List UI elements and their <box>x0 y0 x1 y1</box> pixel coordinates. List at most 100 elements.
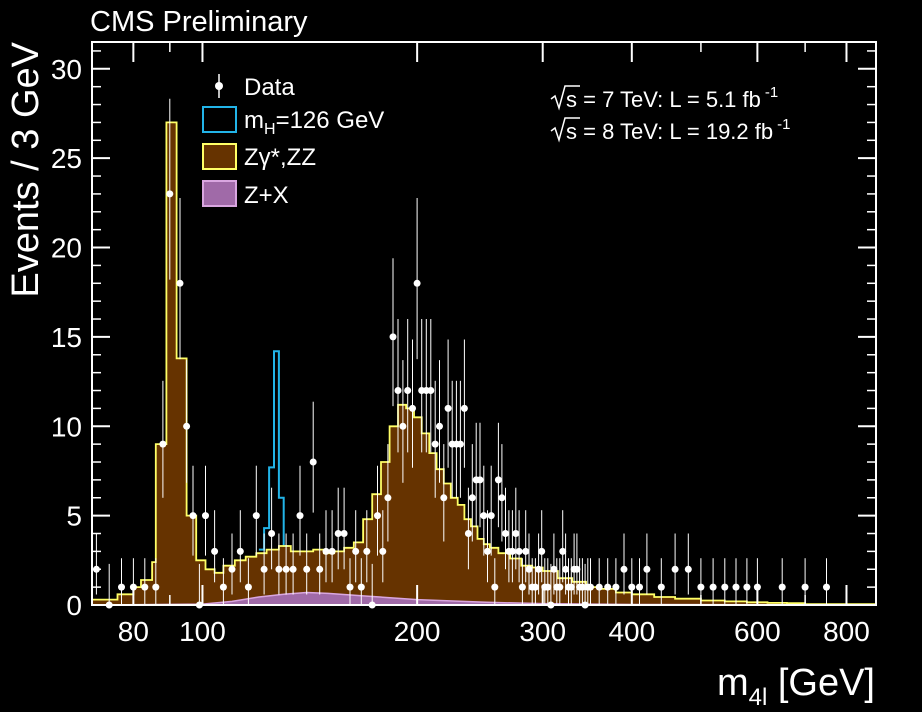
zz-background-fill <box>92 122 876 606</box>
data-point <box>236 510 244 583</box>
legend-data-marker <box>215 74 223 98</box>
data-marker <box>464 530 472 537</box>
data-marker <box>316 565 324 573</box>
data-marker <box>282 565 290 573</box>
data-point <box>502 487 509 570</box>
data-marker <box>456 440 464 448</box>
legend-label-higgs: mH=126 GeV <box>244 107 384 138</box>
data-point <box>460 339 468 468</box>
data-point <box>480 465 488 556</box>
data-point <box>823 558 830 605</box>
data-marker <box>823 583 830 591</box>
data-marker <box>340 530 348 537</box>
data-point <box>394 319 402 453</box>
data-point <box>476 422 484 528</box>
data-point <box>620 533 628 595</box>
data-point <box>508 510 516 583</box>
data-marker <box>671 565 679 573</box>
data-marker <box>487 512 495 520</box>
data-point <box>389 258 397 407</box>
y-tick-label: 20 <box>51 233 82 264</box>
data-marker <box>657 583 665 591</box>
energy-text-8tev: s = 8 TeV: L = 19.2 fb -1 <box>566 116 790 144</box>
data-marker <box>374 512 381 520</box>
data-marker <box>491 583 499 591</box>
data-marker <box>587 583 594 591</box>
data-point <box>183 360 191 483</box>
data-points-layer <box>92 98 830 609</box>
data-point <box>595 558 603 605</box>
data-point <box>567 558 575 605</box>
data-point <box>379 510 387 583</box>
plot-frame <box>91 41 877 606</box>
data-marker <box>275 565 283 573</box>
data-marker <box>620 565 628 573</box>
data-point <box>303 533 311 595</box>
data-marker <box>176 279 184 287</box>
data-point <box>289 533 297 595</box>
data-marker <box>512 530 520 537</box>
data-marker <box>801 583 809 591</box>
data-marker <box>404 387 412 394</box>
data-marker <box>522 547 530 555</box>
data-point <box>535 533 543 595</box>
data-point <box>427 319 435 453</box>
axis-layer: 0 5 10 15 20 25 30 80 100 200 300 400 600 800 <box>51 42 876 647</box>
x-tick-label: 200 <box>394 616 441 647</box>
y-axis-label: Events / 3 GeV <box>5 41 47 297</box>
data-point <box>612 558 620 605</box>
data-marker <box>480 512 488 520</box>
data-marker <box>427 387 435 394</box>
data-marker <box>502 530 509 537</box>
data-marker <box>440 494 448 502</box>
data-point <box>346 558 354 605</box>
data-point <box>573 533 581 595</box>
data-point <box>518 558 526 605</box>
data-point <box>743 558 751 605</box>
energy-text-7tev: s = 7 TeV: L = 5.1 fb -1 <box>566 84 778 112</box>
data-point <box>456 380 464 498</box>
data-point <box>778 558 786 605</box>
data-point <box>404 319 412 453</box>
data-point <box>296 465 304 556</box>
data-marker <box>732 583 740 591</box>
data-marker <box>159 440 167 448</box>
energy-label-7tev: s = 7 TeV: L = 5.1 fb -1 <box>550 84 778 112</box>
data-marker <box>289 565 297 573</box>
data-point <box>444 339 452 468</box>
data-point <box>515 510 523 583</box>
data-point <box>374 465 381 556</box>
data-marker <box>709 583 717 591</box>
data-point <box>228 533 236 595</box>
data-marker <box>562 565 570 573</box>
data-point <box>657 558 665 605</box>
data-point <box>399 360 407 483</box>
data-point <box>244 558 252 605</box>
data-marker <box>379 547 387 555</box>
data-point <box>334 487 342 570</box>
data-marker <box>444 404 452 412</box>
data-point <box>166 98 174 280</box>
data-marker <box>436 422 443 430</box>
data-point <box>721 558 729 605</box>
data-marker <box>309 458 317 466</box>
data-marker <box>394 387 402 394</box>
data-point <box>671 533 679 595</box>
data-marker <box>431 440 439 448</box>
data-marker <box>244 583 252 591</box>
data-marker <box>494 476 502 484</box>
legend-label-zx: Z+X <box>244 182 289 209</box>
data-marker <box>643 565 651 573</box>
x-tick-label: 80 <box>118 616 149 647</box>
data-marker <box>183 422 191 430</box>
data-marker <box>636 583 643 591</box>
data-point <box>328 510 336 583</box>
data-marker <box>525 565 533 573</box>
data-point <box>484 510 491 583</box>
data-marker <box>346 583 354 591</box>
data-point <box>357 558 365 605</box>
data-marker <box>697 583 705 591</box>
data-marker <box>612 583 620 591</box>
y-tick-label: 10 <box>51 411 82 442</box>
data-marker <box>219 583 227 591</box>
